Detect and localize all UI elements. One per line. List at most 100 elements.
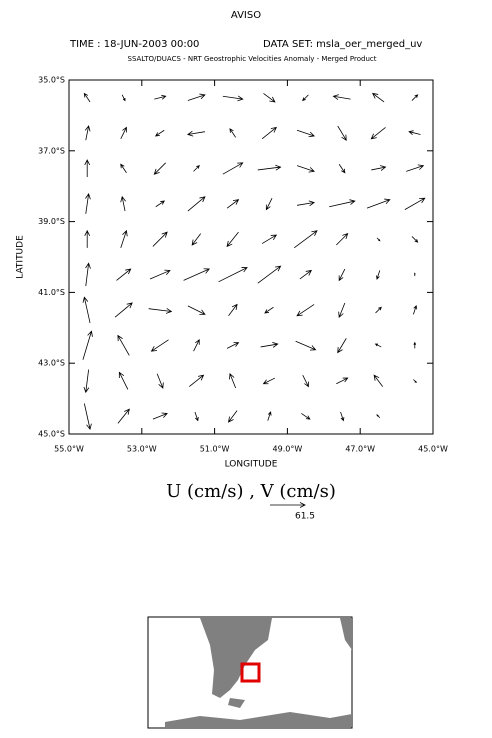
vector-arrow <box>82 296 91 323</box>
vector-arrow <box>117 408 130 424</box>
inset-map <box>147 616 353 729</box>
vector-arrow <box>302 375 309 388</box>
vector-arrow <box>193 339 200 352</box>
vector-arrow <box>194 411 199 422</box>
vector-arrow <box>114 302 133 318</box>
vector-arrow <box>222 162 244 175</box>
vector-arrow <box>366 198 391 209</box>
vector-arrow <box>301 413 311 420</box>
vector-arrow <box>375 306 382 314</box>
vector-arrow <box>83 92 91 103</box>
vector-arrow <box>83 369 90 394</box>
vector-arrow <box>374 343 382 348</box>
vector-arrow <box>153 162 166 175</box>
chart-title: AVISO <box>231 10 261 21</box>
vector-arrow <box>296 129 315 138</box>
vector-arrow <box>296 200 316 207</box>
vector-arrow <box>257 265 282 284</box>
vector-arrow <box>229 372 237 389</box>
y-tick-label: 43.0°S <box>38 359 65 368</box>
x-tick-label: 45.0°W <box>418 445 448 454</box>
vector-arrow <box>118 371 129 390</box>
vector-arrow <box>150 339 169 352</box>
vector-arrow <box>296 304 315 317</box>
vector-arrow <box>376 414 381 419</box>
vector-arrow <box>267 411 272 421</box>
vector-arrow <box>337 338 347 354</box>
vector-arrow <box>406 164 425 172</box>
vector-arrow <box>148 308 173 314</box>
vector-arrow <box>226 199 240 209</box>
y-tick-label: 41.0°S <box>38 288 65 297</box>
x-tick-label: 51.0°W <box>200 445 230 454</box>
vector-arrow <box>85 193 91 214</box>
vector-arrow <box>85 262 91 287</box>
vector-arrow <box>152 231 168 247</box>
vector-arrow <box>193 165 200 172</box>
vector-arrow <box>120 229 128 248</box>
vector-arrow <box>329 199 356 208</box>
vector-arrow <box>187 196 206 212</box>
vector-arrow <box>83 403 92 430</box>
dataset-label: DATA SET: msla_oer_merged_uv <box>263 39 422 50</box>
vector-arrow <box>149 269 171 280</box>
vector-arrow <box>186 130 206 137</box>
vector-arrow <box>263 93 276 103</box>
vector-arrow <box>155 200 166 208</box>
vector-arrow <box>116 268 132 281</box>
plot-frame <box>68 79 434 435</box>
vector-arrow <box>84 125 91 141</box>
vector-arrow <box>120 126 127 139</box>
vector-arrow <box>295 340 317 351</box>
vector-arrow <box>84 229 91 248</box>
vector-arrow <box>411 94 419 101</box>
vector-arrow <box>82 330 93 360</box>
vector-arrow <box>227 410 238 423</box>
vector-arrow <box>257 164 282 171</box>
vector-arrow <box>293 230 318 249</box>
vector-arrow <box>376 237 381 242</box>
vector-arrow <box>260 342 279 348</box>
vector-arrow <box>229 128 236 138</box>
vector-arrow <box>338 164 346 174</box>
y-tick-label: 45.0°S <box>38 430 65 439</box>
vector-arrow <box>411 236 419 243</box>
vector-arrow <box>120 195 126 212</box>
vector-arrow <box>296 165 315 173</box>
vector-arrow <box>338 268 346 282</box>
vector-arrow <box>262 377 276 385</box>
vector-arrow <box>228 303 238 317</box>
vector-arrow <box>370 127 386 140</box>
x-tick-label: 49.0°W <box>273 445 303 454</box>
vector-arrow <box>371 165 387 171</box>
vector-arrow <box>299 269 313 280</box>
y-tick-label: 37.0°S <box>38 146 65 155</box>
vector-arrow <box>156 373 164 389</box>
reference-label: 61.5 <box>295 512 315 522</box>
x-tick-label: 47.0°W <box>345 445 375 454</box>
vector-arrow <box>222 95 244 102</box>
time-label: TIME : 18-JUN-2003 00:00 <box>69 39 199 50</box>
vector-arrow <box>332 94 351 100</box>
vector-arrow <box>84 159 91 178</box>
vector-arrow <box>152 412 168 420</box>
vector-label: U (cm/s) , V (cm/s) <box>166 481 336 502</box>
y-axis-label: LATITUDE <box>16 235 26 279</box>
y-tick-label: 39.0°S <box>38 217 65 226</box>
reference-arrow <box>270 502 306 508</box>
vector-arrow <box>336 377 349 385</box>
vector-arrow <box>183 268 211 281</box>
vector-arrow <box>413 341 417 349</box>
vector-arrow <box>376 270 381 280</box>
vector-arrow <box>373 374 383 387</box>
vector-arrow <box>404 197 426 210</box>
y-tick-label: 35.0°S <box>38 76 65 85</box>
vector-arrow <box>413 379 417 383</box>
vector-arrow <box>191 233 201 246</box>
vector-arrow <box>218 267 248 283</box>
vector-arrow <box>412 304 418 315</box>
vector-arrow <box>302 94 309 102</box>
vector-arrow <box>226 231 239 248</box>
vector-arrow <box>261 126 278 140</box>
